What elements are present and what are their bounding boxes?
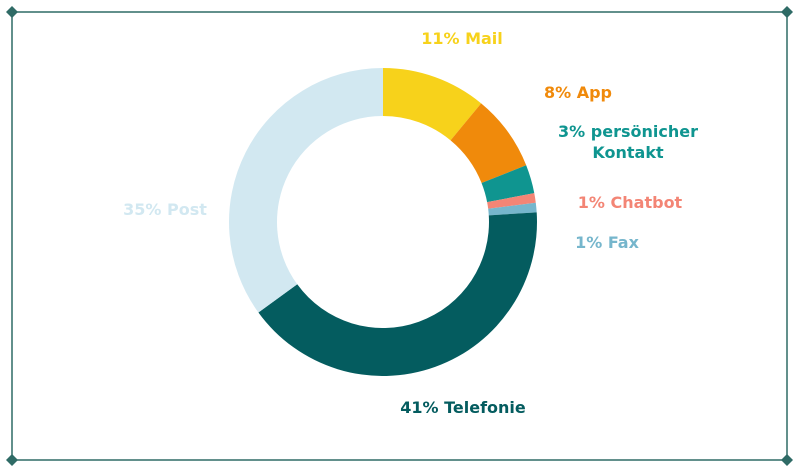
slice-fax	[488, 202, 537, 216]
slice-post	[228, 67, 383, 313]
frame-corner-diamond	[6, 6, 18, 18]
slice-telefonie	[258, 212, 537, 376]
frame-corner-diamond	[781, 454, 793, 466]
slice-app	[450, 103, 527, 183]
frame-border	[11, 11, 788, 461]
slice-pers-nicher-kontakt	[481, 165, 535, 203]
slice-mail	[383, 68, 482, 141]
label-app: 8% App	[544, 83, 612, 102]
label-pers-nicher-kontakt: 3% persönicher Kontakt	[558, 122, 698, 162]
label-post: 35% Post	[123, 200, 207, 219]
label-telefonie: 41% Telefonie	[400, 398, 526, 417]
label-mail: 11% Mail	[421, 29, 503, 48]
label-chatbot: 1% Chatbot	[578, 193, 683, 212]
label-fax: 1% Fax	[575, 233, 640, 252]
frame-corner-diamond	[781, 6, 793, 18]
slice-chatbot	[487, 193, 536, 209]
frame-corner-diamond	[6, 454, 18, 466]
